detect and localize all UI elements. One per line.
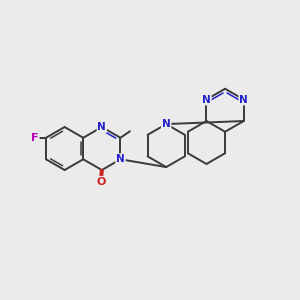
Text: N: N (116, 154, 125, 164)
Text: O: O (97, 177, 106, 187)
Text: N: N (162, 119, 171, 129)
Text: N: N (202, 94, 211, 104)
Text: F: F (31, 133, 39, 143)
Text: N: N (98, 122, 106, 132)
Text: N: N (239, 94, 248, 104)
